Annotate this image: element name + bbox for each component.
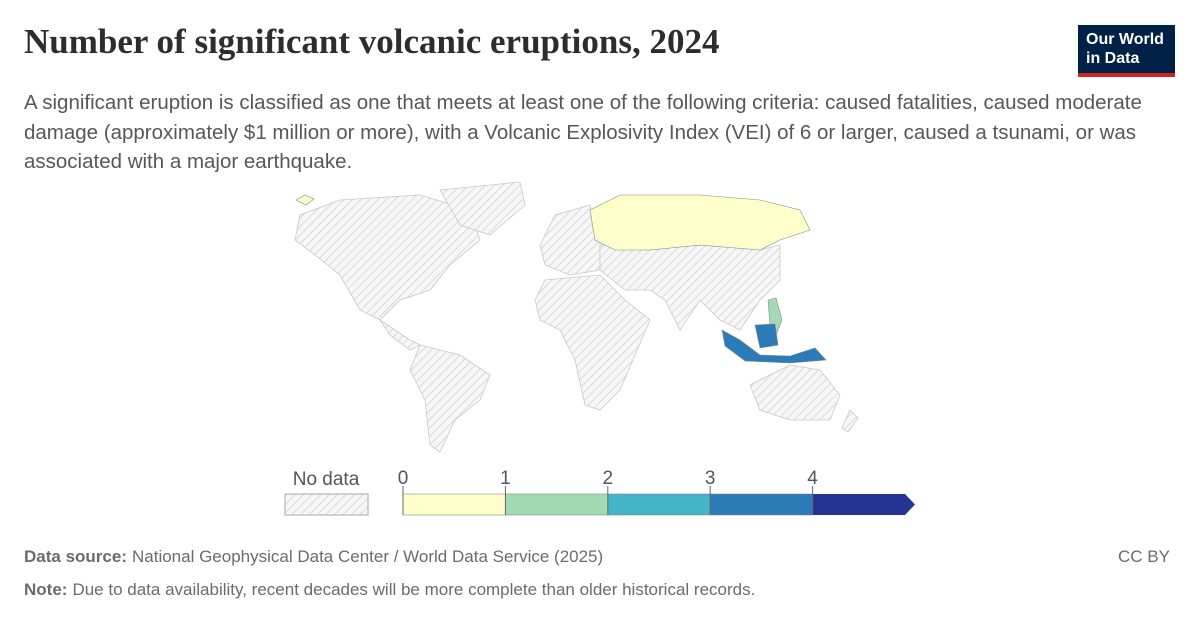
logo-text: in Data <box>1086 50 1140 67</box>
legend-tick-label: 1 <box>500 468 511 489</box>
source-label: Data source: <box>24 547 127 566</box>
country <box>409 344 491 453</box>
country <box>534 274 651 411</box>
logo-text: Our World <box>1086 31 1164 48</box>
logo[interactable]: Our World in Data <box>1078 25 1175 77</box>
subtitle: A significant eruption is classified as … <box>24 91 1142 173</box>
note-text: Due to data availability, recent decades… <box>72 580 756 599</box>
country <box>379 319 421 351</box>
source-text[interactable]: National Geophysical Data Center / World… <box>131 547 604 566</box>
legend-tick-label: 4 <box>807 468 818 489</box>
legend-bin <box>402 493 506 516</box>
no-data-label: No data <box>293 469 360 490</box>
country <box>439 181 526 236</box>
legend-tick-label: 3 <box>705 468 716 489</box>
source: Data source: National Geophysical Data Ce… <box>24 547 603 567</box>
legend-bin <box>709 493 813 516</box>
country-region <box>589 194 811 251</box>
note: Note: Due to data availability, recent de… <box>24 580 755 600</box>
license[interactable]: CC BY <box>1118 547 1170 566</box>
no-data-land <box>294 181 859 453</box>
country-region <box>721 323 827 364</box>
legend-tick-label: 2 <box>603 468 614 489</box>
no-data-swatch <box>284 493 369 516</box>
country <box>841 409 859 433</box>
legend-bin <box>607 493 711 516</box>
country <box>294 194 481 321</box>
legend-bin-open <box>812 494 915 515</box>
legend-bin <box>505 493 609 516</box>
title: Number of significant volcanic eruptions… <box>24 22 720 61</box>
country <box>749 364 841 421</box>
country-region <box>295 194 315 206</box>
legend-tick-label: 0 <box>398 468 409 489</box>
note-label: Note: <box>24 580 68 599</box>
